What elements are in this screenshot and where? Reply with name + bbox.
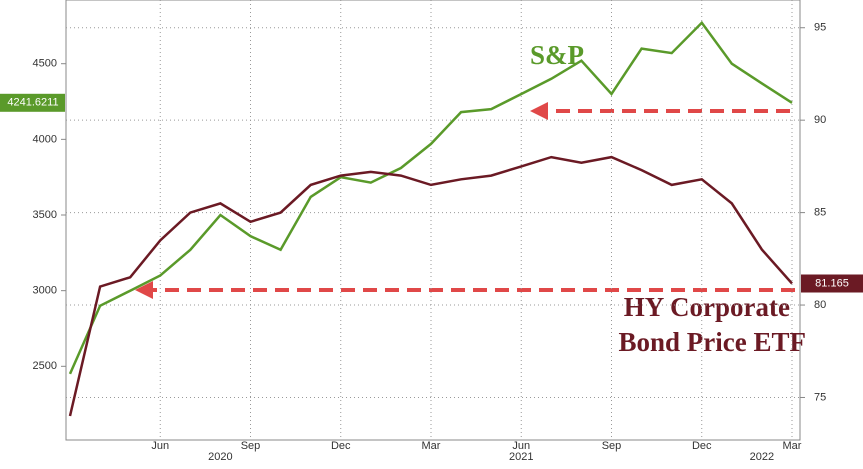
annotation: S&P <box>530 40 584 70</box>
x-tick-label: Sep <box>241 440 261 452</box>
y-tick-label: 3000 <box>33 285 57 297</box>
x-tick-label: Mar <box>422 440 441 452</box>
x-tick-label: Jun <box>151 440 169 452</box>
x-tick-label: Jun <box>512 440 530 452</box>
series-line <box>68 155 793 417</box>
year-label: 2020 <box>208 451 232 463</box>
x-tick-label: Dec <box>331 440 351 452</box>
x-tick-label: Sep <box>602 440 622 452</box>
value-label: 4241.6211 <box>7 97 58 109</box>
y2-tick-label: 80 <box>814 299 826 311</box>
plot-frame <box>65 0 801 441</box>
y2-tick-label: 90 <box>814 114 826 126</box>
arrow-head <box>530 102 548 120</box>
year-label: 2022 <box>750 451 774 463</box>
value-label-box <box>801 274 863 293</box>
annotation: HY Corporate <box>624 292 790 322</box>
annotation: Bond Price ETF <box>619 327 807 357</box>
y-tick-label: 2500 <box>33 360 57 372</box>
y2-tick-label: 95 <box>814 22 826 34</box>
value-label: 81.165 <box>815 277 849 289</box>
y2-tick-label: 75 <box>814 391 826 403</box>
y-tick-label: 3500 <box>33 209 57 221</box>
value-label-box <box>0 93 65 112</box>
x-tick-label: Mar <box>783 440 802 452</box>
year-label: 2021 <box>509 451 533 463</box>
y-tick-label: 4500 <box>33 58 57 70</box>
series-line <box>68 20 793 375</box>
y2-tick-label: 85 <box>814 207 826 219</box>
arrow-head <box>135 281 153 299</box>
x-tick-label: Dec <box>692 440 712 452</box>
y-tick-label: 4000 <box>33 133 57 145</box>
